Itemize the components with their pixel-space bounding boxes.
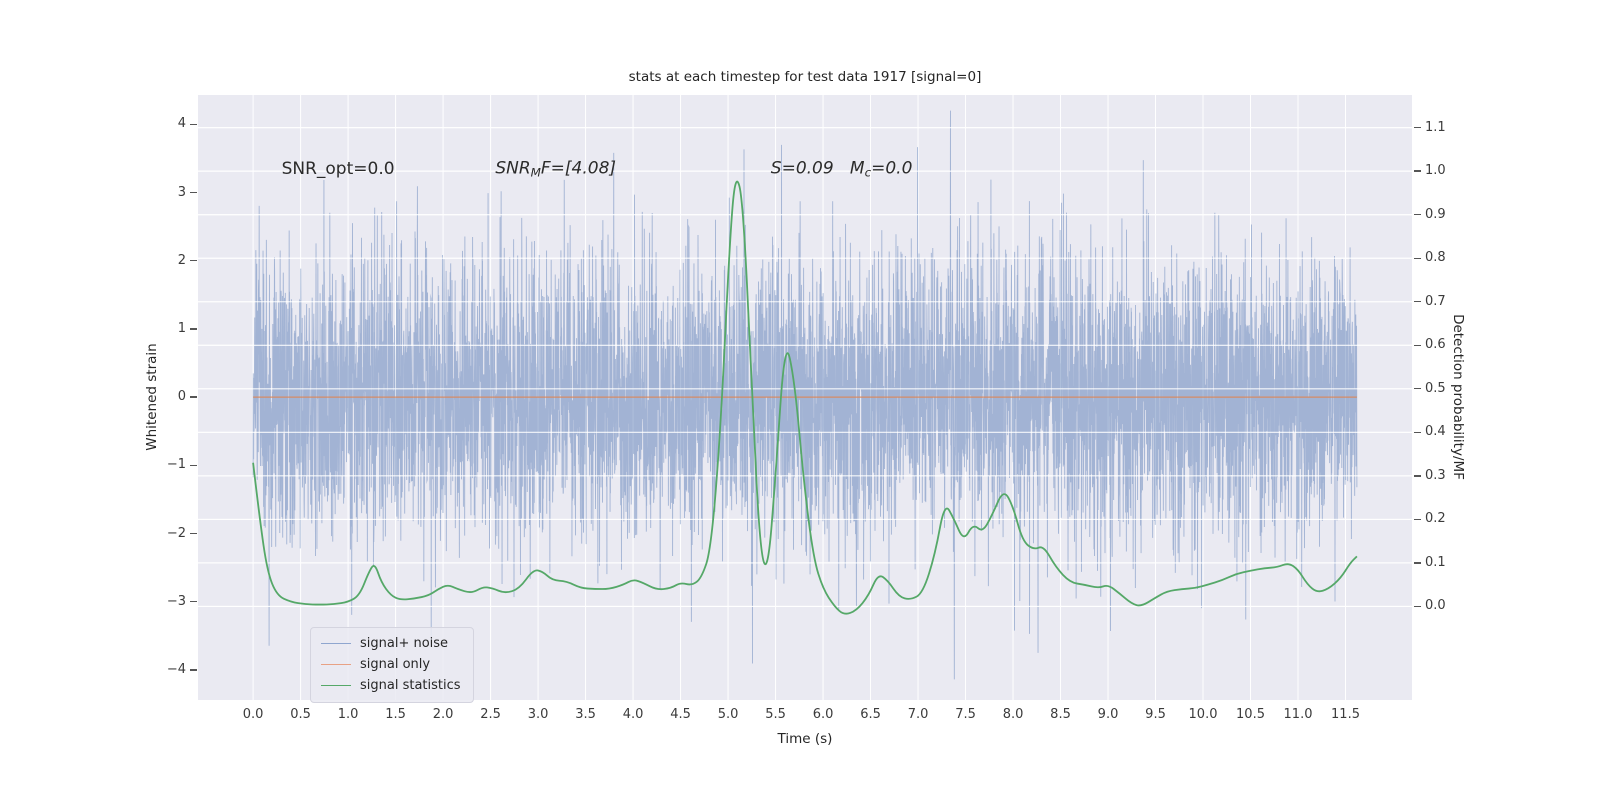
annotation: S=0.09 Mc=0.0 <box>770 158 913 179</box>
y-left-tick-mark <box>190 328 197 330</box>
y-left-tick-mark <box>190 191 197 194</box>
x-tick-label: 1.5 <box>385 707 406 722</box>
x-tick-label: 4.0 <box>622 707 644 722</box>
legend-label-signal-only: signal only <box>360 657 431 672</box>
y-left-tick-label: −3 <box>166 593 186 609</box>
x-tick-label: 2.5 <box>480 707 501 722</box>
y-right-tick-mark <box>1414 388 1421 390</box>
annotation: SNRMF=[4.08] <box>495 158 617 179</box>
y-right-tick-label: 0.8 <box>1425 250 1446 266</box>
x-tick-label: 6.0 <box>812 707 834 722</box>
legend-line-signal-only-icon <box>321 664 351 665</box>
y-right-tick-label: 0.0 <box>1425 598 1446 614</box>
legend: signal+ noise signal only signal statist… <box>310 627 474 703</box>
y-right-tick-mark <box>1414 301 1421 303</box>
x-tick-label: 11.5 <box>1331 707 1360 722</box>
x-axis-label: Time (s) <box>777 731 833 747</box>
y-right-tick-mark <box>1414 344 1421 346</box>
y-left-tick-label: 2 <box>177 252 186 268</box>
x-tick-label: 9.0 <box>1097 707 1119 722</box>
y-right-tick-mark <box>1414 170 1421 172</box>
x-tick-label: 8.0 <box>1002 707 1024 722</box>
legend-label-signal-noise: signal+ noise <box>360 636 449 651</box>
annotation: SNR_opt=0.0 <box>281 158 395 179</box>
y-left-tick-label: 0 <box>177 389 186 405</box>
x-tick-label: 5.0 <box>717 707 739 722</box>
y-left-tick-label: −2 <box>166 525 186 541</box>
legend-item-signal-statistics: signal statistics <box>321 678 461 693</box>
legend-item-signal-noise: signal+ noise <box>321 636 461 651</box>
y-left-tick-label: −4 <box>166 661 186 677</box>
y-right-tick-label: 1.0 <box>1425 163 1446 179</box>
y-right-tick-label: 1.1 <box>1425 119 1446 135</box>
x-tick-label: 10.5 <box>1236 707 1265 722</box>
x-tick-label: 4.5 <box>670 707 691 722</box>
y-right-tick-mark <box>1414 475 1421 477</box>
y-right-tick-mark <box>1414 605 1421 608</box>
x-tick-label: 7.0 <box>907 707 929 722</box>
y-left-tick-mark <box>190 396 197 398</box>
y-left-tick-mark <box>190 260 197 262</box>
x-tick-label: 9.5 <box>1145 707 1166 722</box>
y-left-tick-label: 3 <box>177 184 186 200</box>
y-right-tick-label: 0.1 <box>1425 554 1446 570</box>
y-right-tick-mark <box>1414 257 1421 259</box>
y-right-tick-label: 0.6 <box>1425 337 1446 353</box>
y-left-tick-mark <box>190 464 197 467</box>
y-right-tick-label: 0.2 <box>1425 511 1446 527</box>
chart-title: stats at each timestep for test data 191… <box>628 69 982 85</box>
y-right-tick-label: 0.3 <box>1425 467 1446 483</box>
y-right-tick-mark <box>1414 518 1421 521</box>
y-left-tick-label: 4 <box>177 116 186 132</box>
right-axis-label: Detection probability/MF <box>1450 314 1466 480</box>
plot-area <box>198 95 1412 700</box>
chart-canvas <box>198 95 1412 700</box>
x-tick-label: 0.5 <box>290 707 311 722</box>
y-left-tick-mark <box>190 532 197 535</box>
x-tick-label: 5.5 <box>765 707 786 722</box>
y-right-tick-label: 0.5 <box>1425 380 1446 396</box>
x-tick-label: 6.5 <box>860 707 881 722</box>
left-axis-label: Whitened strain <box>144 343 160 451</box>
x-tick-label: 7.5 <box>955 707 976 722</box>
y-left-tick-label: −1 <box>166 457 186 473</box>
legend-line-signal-noise-icon <box>321 643 351 644</box>
x-tick-label: 11.0 <box>1283 707 1313 722</box>
legend-line-signal-statistics-icon <box>321 685 351 686</box>
y-left-tick-label: 1 <box>177 320 186 336</box>
y-left-tick-mark <box>190 123 197 126</box>
x-tick-label: 3.5 <box>575 707 596 722</box>
x-tick-label: 1.0 <box>337 707 359 722</box>
y-right-tick-label: 0.9 <box>1425 206 1446 222</box>
legend-label-signal-statistics: signal statistics <box>360 678 461 693</box>
x-tick-label: 0.0 <box>242 707 264 722</box>
y-right-tick-label: 0.7 <box>1425 293 1446 309</box>
y-right-tick-mark <box>1414 126 1421 129</box>
y-left-tick-mark <box>190 601 197 603</box>
y-right-tick-mark <box>1414 562 1421 564</box>
x-tick-label: 2.0 <box>432 707 454 722</box>
y-left-tick-mark <box>190 669 197 671</box>
y-right-tick-mark <box>1414 431 1421 433</box>
y-right-tick-mark <box>1414 213 1421 216</box>
x-tick-label: 8.5 <box>1050 707 1071 722</box>
x-tick-label: 3.0 <box>527 707 549 722</box>
legend-item-signal-only: signal only <box>321 657 461 672</box>
x-tick-label: 10.0 <box>1188 707 1218 722</box>
y-right-tick-label: 0.4 <box>1425 424 1446 440</box>
